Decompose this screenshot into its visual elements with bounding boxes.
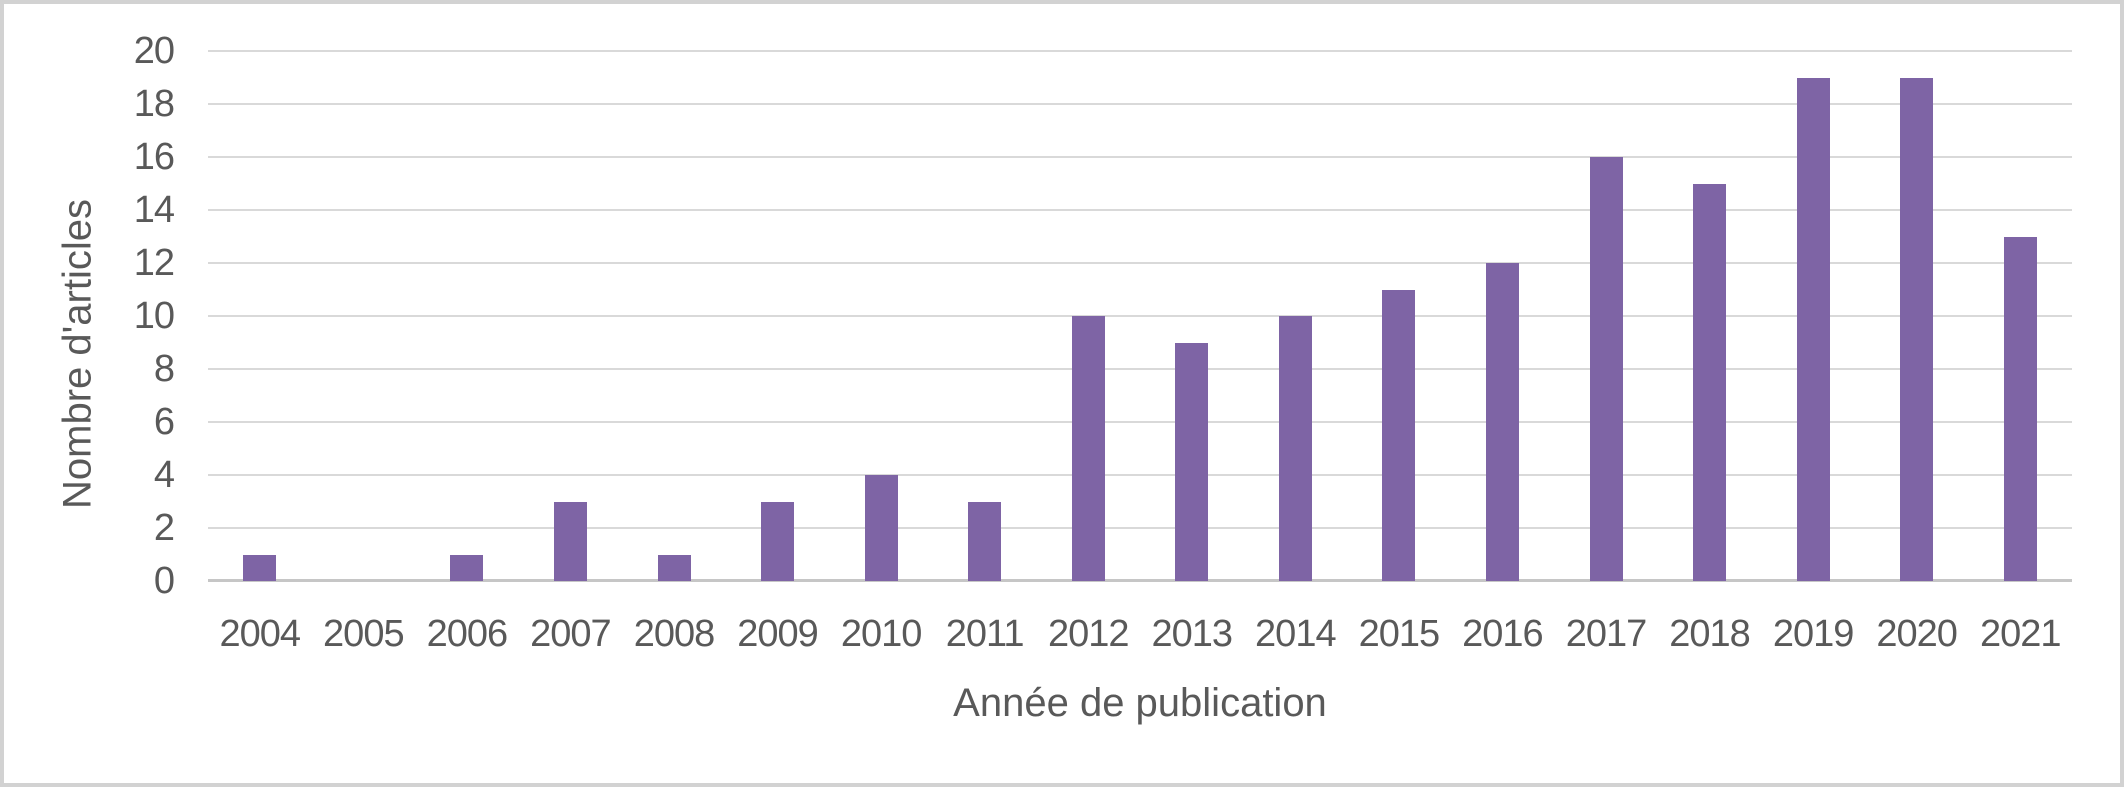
x-axis-title: Année de publication [953,681,1327,725]
x-tick-label-2010: 2010 [840,613,923,655]
bar-2011 [968,501,1002,581]
bar-2006 [450,554,484,581]
bar-2004 [243,554,277,581]
x-tick-label-2012: 2012 [1047,613,1130,655]
gridline-y-14 [208,209,2072,211]
y-tick-label-16: 16 [133,136,175,178]
y-tick-label-6: 6 [153,401,175,443]
gridline-y-4 [208,474,2072,476]
y-tick-label-0: 0 [153,560,175,602]
x-tick-label-2016: 2016 [1462,613,1544,655]
gridline-y-18 [208,103,2072,105]
x-tick-label-2019: 2019 [1772,613,1855,655]
gridline-y-8 [208,368,2072,370]
bar-2013 [1175,342,1209,581]
bar-2010 [864,475,898,581]
x-tick-label-2014: 2014 [1255,613,1337,655]
x-tick-label-2021: 2021 [1979,613,2062,655]
bar-2018 [1693,183,1727,581]
x-tick-label-2006: 2006 [426,613,509,655]
y-tick-label-8: 8 [153,348,175,390]
bar-2015 [1382,289,1416,581]
x-axis-line [208,579,2072,582]
y-tick-label-14: 14 [133,189,175,231]
bar-2007 [553,501,587,581]
y-tick-label-10: 10 [133,295,175,337]
y-tick-label-4: 4 [153,454,175,496]
gridline-y-6 [208,421,2072,423]
x-tick-label-2004: 2004 [219,613,302,655]
x-tick-label-2009: 2009 [737,613,819,655]
bar-2009 [761,501,795,581]
bar-2014 [1278,316,1312,581]
x-tick-label-2015: 2015 [1358,613,1441,655]
bar-2020 [1900,77,1934,581]
y-tick-label-2: 2 [153,507,175,549]
bar-2012 [1071,316,1105,581]
x-tick-label-2013: 2013 [1151,613,1234,655]
bar-2021 [2003,236,2037,581]
y-tick-label-18: 18 [133,83,175,125]
y-tick-label-20: 20 [133,30,175,72]
gridline-y-20 [208,50,2072,52]
y-tick-label-12: 12 [133,242,175,284]
x-tick-label-2020: 2020 [1876,613,1958,655]
x-tick-label-2018: 2018 [1669,613,1751,655]
x-tick-label-2005: 2005 [323,613,405,655]
bar-2016 [1485,263,1519,581]
x-tick-label-2017: 2017 [1565,613,1648,655]
gridline-y-2 [208,527,2072,529]
gridline-y-12 [208,262,2072,264]
bar-2017 [1589,157,1623,581]
x-tick-label-2008: 2008 [633,613,716,655]
bar-2019 [1796,77,1830,581]
gridline-y-16 [208,156,2072,158]
x-tick-label-2007: 2007 [530,613,612,655]
plot-area [208,50,2072,582]
x-tick-label-2011: 2011 [945,613,1025,655]
bar-2008 [657,554,691,581]
gridline-y-10 [208,315,2072,317]
